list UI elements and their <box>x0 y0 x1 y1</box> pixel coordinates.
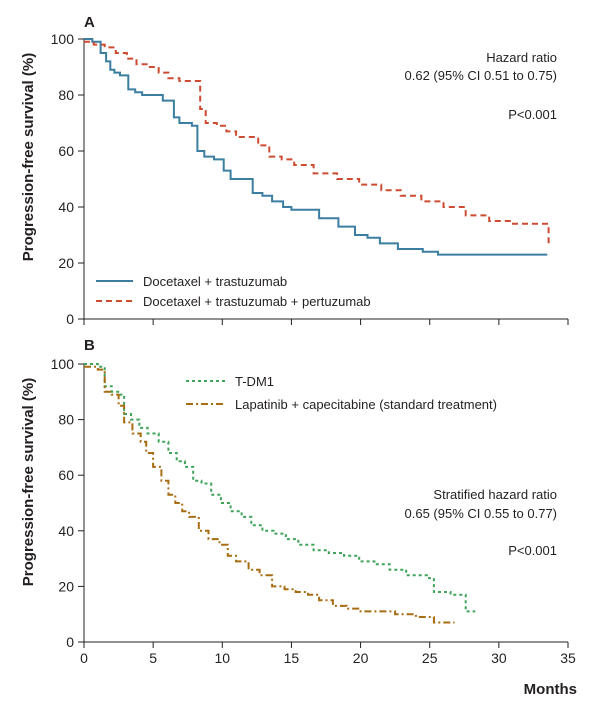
panel-a-y-tick-label: 40 <box>58 199 74 215</box>
panel-b-legend: T-DM1 Lapatinib + capecitabine (standard… <box>186 374 497 412</box>
panel-b-y-tick-label: 20 <box>58 578 74 594</box>
panel-b-x-tick-label: 35 <box>560 650 576 666</box>
panel-b-x-tick-label: 15 <box>284 650 300 666</box>
panel-b-x-tick-label: 30 <box>491 650 507 666</box>
legend-label-docetaxel-trastuzumab: Docetaxel + trastuzumab <box>143 274 287 289</box>
panel-a-hazard-value: 0.62 (95% CI 0.51 to 0.75) <box>405 68 557 83</box>
panel-b-x-ticks: 0 5 10 15 20 25 30 35 <box>80 642 576 666</box>
legend-label-lapatinib-capecitabine: Lapatinib + capecitabine (standard treat… <box>235 397 497 412</box>
panel-b-p-value: P<0.001 <box>508 543 557 558</box>
panel-b-series <box>84 363 476 624</box>
panel-a-y-tick-label: 100 <box>51 31 75 47</box>
panel-b-series-line-2 <box>84 365 455 624</box>
panel-b-x-tick-label: 10 <box>214 650 230 666</box>
panel-a-legend: Docetaxel + trastuzumab Docetaxel + tras… <box>96 274 371 309</box>
panel-b-y-axis-label: Progression-free survival (%) <box>20 378 37 586</box>
panel-a-letter: A <box>84 14 95 31</box>
panel-b-y-tick-label: 0 <box>66 634 74 650</box>
panel-a-y-tick-label: 0 <box>66 311 74 327</box>
panel-a-series-line-1 <box>84 38 548 256</box>
panel-b-y-tick-label: 40 <box>58 523 74 539</box>
panel-b-y-tick-label: 80 <box>58 412 74 428</box>
panel-b: B Progression-free survival (%) 0 20 40 60 8… <box>20 337 577 698</box>
panel-b-x-tick-label: 0 <box>80 650 88 666</box>
panel-a-y-axis-label: Progression-free survival (%) <box>20 53 37 261</box>
panel-b-hazard-value: 0.65 (95% CI 0.55 to 0.77) <box>405 506 557 521</box>
panel-a-series-line-2 <box>84 40 550 247</box>
panel-a-x-ticks <box>83 319 569 325</box>
legend-label-docetaxel-trastuzumab-pertuzumab: Docetaxel + trastuzumab + pertuzumab <box>143 294 371 309</box>
panel-a: A Progression-free survival (%) 0 20 40 60 8… <box>20 14 569 327</box>
panel-b-x-tick-label: 20 <box>353 650 369 666</box>
panel-b-x-tick-label: 25 <box>422 650 438 666</box>
panel-a-y-ticks: 0 20 40 60 80 100 <box>51 31 84 327</box>
panel-b-x-axis-label: Months <box>524 681 577 698</box>
panel-a-y-tick-label: 80 <box>58 87 74 103</box>
panel-b-y-ticks: 0 20 40 60 80 100 <box>51 356 84 650</box>
panel-a-y-tick-label: 60 <box>58 143 74 159</box>
panel-a-y-tick-label: 20 <box>58 255 74 271</box>
panel-a-series <box>84 38 550 256</box>
panel-b-hazard-title: Stratified hazard ratio <box>433 487 557 502</box>
legend-label-tdm1: T-DM1 <box>235 374 274 389</box>
panel-a-p-value: P<0.001 <box>508 107 557 122</box>
panel-a-hazard-title: Hazard ratio <box>486 50 557 65</box>
panel-b-y-tick-label: 60 <box>58 467 74 483</box>
panel-b-y-tick-label: 100 <box>51 356 75 372</box>
panel-b-letter: B <box>84 337 95 354</box>
panel-b-x-tick-label: 5 <box>149 650 157 666</box>
